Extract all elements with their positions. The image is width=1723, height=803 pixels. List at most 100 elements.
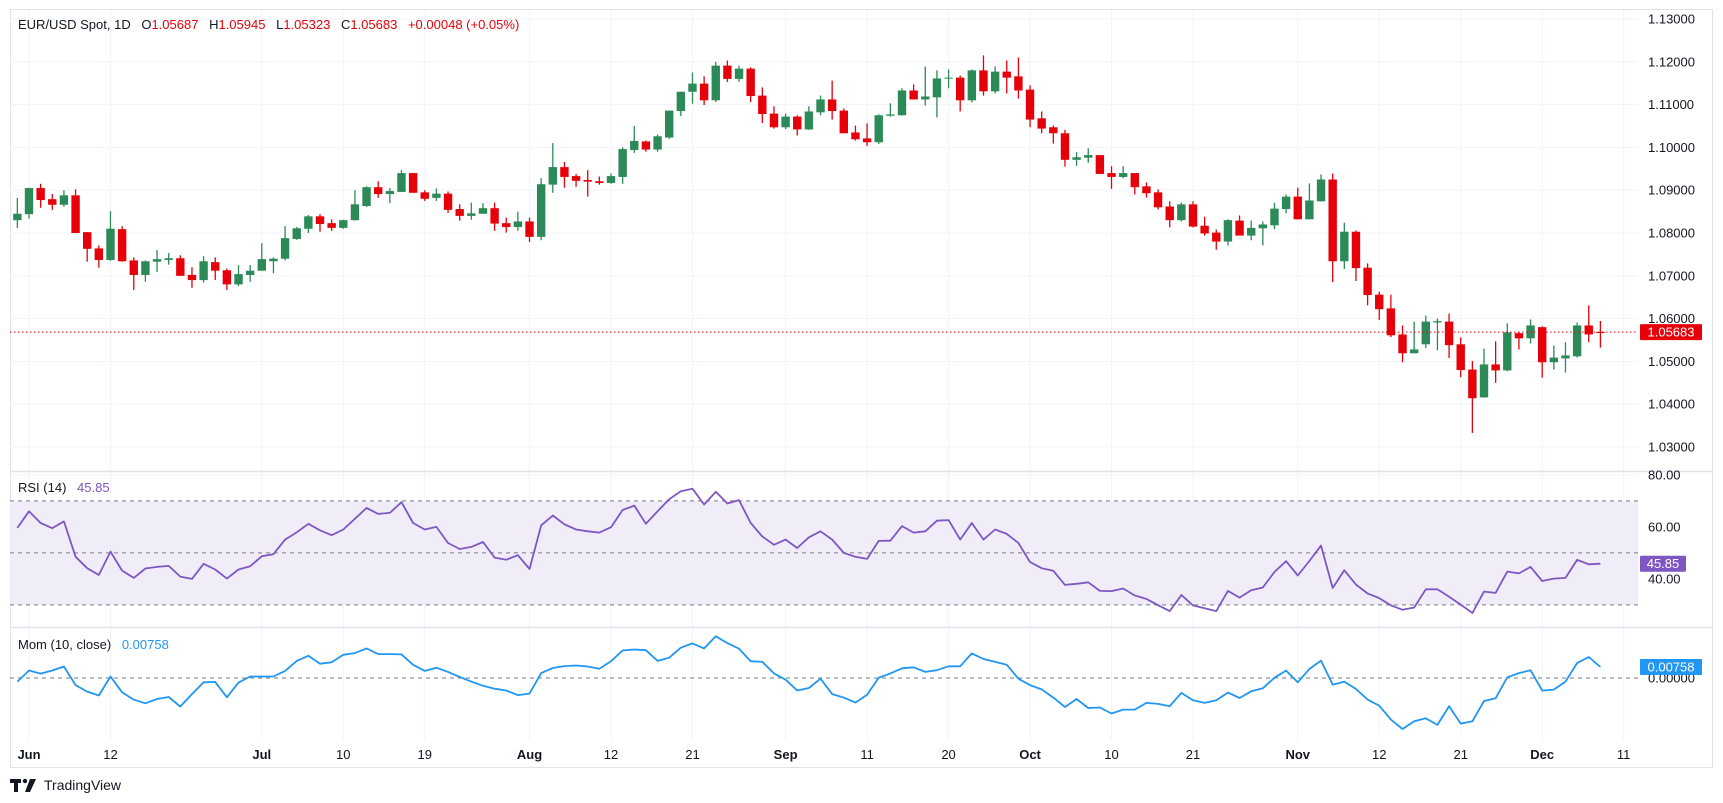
candle[interactable] xyxy=(467,202,476,220)
candle[interactable] xyxy=(152,250,162,272)
candle[interactable] xyxy=(1468,360,1477,433)
candle[interactable] xyxy=(141,260,150,282)
candle[interactable] xyxy=(222,268,232,290)
candle[interactable] xyxy=(536,178,546,241)
candle[interactable] xyxy=(1561,342,1570,373)
candle[interactable] xyxy=(1340,222,1349,269)
candle[interactable] xyxy=(420,190,429,201)
candle[interactable] xyxy=(606,173,616,184)
candle[interactable] xyxy=(1375,291,1384,320)
candle[interactable] xyxy=(1130,173,1139,195)
candle[interactable] xyxy=(83,232,92,262)
candle[interactable] xyxy=(1421,315,1430,349)
candle[interactable] xyxy=(1235,215,1244,236)
candle[interactable] xyxy=(1281,194,1291,214)
candle[interactable] xyxy=(1316,174,1326,202)
candle[interactable] xyxy=(804,106,814,130)
candle[interactable] xyxy=(1200,216,1209,236)
candle[interactable] xyxy=(1212,229,1221,250)
candle[interactable] xyxy=(781,113,790,129)
candle[interactable] xyxy=(618,147,627,184)
candle[interactable] xyxy=(327,219,336,231)
candle[interactable] xyxy=(909,84,918,100)
candle[interactable] xyxy=(1084,148,1093,163)
candle[interactable] xyxy=(164,253,173,265)
candle[interactable] xyxy=(711,61,720,103)
axes[interactable]: 1.13000 1.12000 1.11000 1.10000 1.09000 1.080… xyxy=(17,11,1702,762)
candle[interactable] xyxy=(48,194,57,210)
candle[interactable] xyxy=(502,217,511,233)
candle[interactable] xyxy=(257,243,266,271)
candle[interactable] xyxy=(24,187,34,219)
candle[interactable] xyxy=(956,75,965,112)
candle[interactable] xyxy=(1293,187,1302,220)
candle[interactable] xyxy=(1270,202,1279,230)
candle[interactable] xyxy=(397,170,406,192)
candle[interactable] xyxy=(1386,294,1396,338)
candle[interactable] xyxy=(315,214,325,232)
candle[interactable] xyxy=(94,245,104,268)
symbol-title[interactable]: EUR/USD Spot, 1D xyxy=(18,17,131,32)
candle[interactable] xyxy=(583,170,592,197)
candle[interactable] xyxy=(630,125,639,153)
candle[interactable] xyxy=(1177,202,1186,222)
candle[interactable] xyxy=(187,267,197,288)
candle[interactable] xyxy=(1433,318,1442,351)
momentum-line[interactable] xyxy=(16,635,1601,730)
candle[interactable] xyxy=(874,114,883,144)
candle[interactable] xyxy=(1572,322,1582,358)
candle[interactable] xyxy=(211,257,220,281)
candle[interactable] xyxy=(269,257,278,274)
candle[interactable] xyxy=(443,191,453,213)
candle[interactable] xyxy=(36,183,45,208)
candle[interactable] xyxy=(199,256,208,283)
candle[interactable] xyxy=(1398,325,1407,363)
candle[interactable] xyxy=(769,106,779,129)
candle[interactable] xyxy=(944,69,953,89)
candle[interactable] xyxy=(967,69,977,103)
candle[interactable] xyxy=(746,67,755,103)
candle[interactable] xyxy=(723,60,732,82)
candle[interactable] xyxy=(304,215,313,234)
candle[interactable] xyxy=(362,186,371,207)
candle[interactable] xyxy=(921,66,930,106)
candle[interactable] xyxy=(1188,201,1198,228)
candle[interactable] xyxy=(385,188,395,204)
candle[interactable] xyxy=(1409,321,1419,354)
candle[interactable] xyxy=(1060,129,1070,167)
candle[interactable] xyxy=(1014,57,1023,99)
candle[interactable] xyxy=(1363,263,1372,306)
candle[interactable] xyxy=(1514,331,1524,350)
candle[interactable] xyxy=(71,189,80,234)
candle[interactable] xyxy=(117,226,127,262)
candle[interactable] xyxy=(827,80,837,120)
rsi-title[interactable]: RSI (14) xyxy=(18,480,67,495)
candle[interactable] xyxy=(374,181,383,198)
candle[interactable] xyxy=(1258,221,1268,246)
candle[interactable] xyxy=(176,255,185,276)
candle[interactable] xyxy=(1479,348,1489,398)
candle[interactable] xyxy=(1002,60,1011,94)
candle[interactable] xyxy=(106,211,115,261)
candle[interactable] xyxy=(1118,166,1128,179)
candle[interactable] xyxy=(839,108,848,134)
candle[interactable] xyxy=(595,176,604,185)
candle[interactable] xyxy=(548,143,557,193)
candle[interactable] xyxy=(292,227,301,240)
candle[interactable] xyxy=(245,265,255,282)
candle[interactable] xyxy=(1584,305,1593,343)
candle[interactable] xyxy=(1538,326,1547,378)
candle[interactable] xyxy=(990,66,1000,94)
candle[interactable] xyxy=(1491,341,1500,383)
candle[interactable] xyxy=(13,197,22,228)
candle[interactable] xyxy=(1351,230,1361,281)
candle[interactable] xyxy=(525,217,534,242)
candle[interactable] xyxy=(1107,166,1116,189)
candle[interactable] xyxy=(1037,111,1046,134)
candle[interactable] xyxy=(1444,313,1454,358)
candle[interactable] xyxy=(641,140,651,152)
candle[interactable] xyxy=(490,202,499,231)
candle[interactable] xyxy=(793,115,802,136)
candle[interactable] xyxy=(816,95,825,116)
